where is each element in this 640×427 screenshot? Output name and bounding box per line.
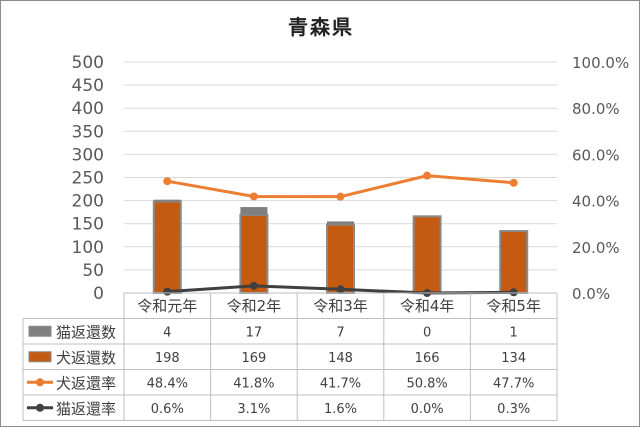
table-cell-value: 0 <box>423 325 431 340</box>
bar-cat-returns <box>240 207 268 215</box>
table-cell-value: 1.6% <box>324 402 357 417</box>
table-cell-value: 148 <box>328 351 353 366</box>
point-dog-rate <box>336 192 345 201</box>
chart-title: 青森県 <box>288 15 354 39</box>
table-cell-value: 47.7% <box>493 376 534 391</box>
category-label: 令和元年 <box>137 297 197 315</box>
table-cell-value: 4 <box>163 325 171 340</box>
legend-key-marker <box>36 403 44 412</box>
point-dog-rate <box>249 192 258 201</box>
gridlines <box>124 61 557 294</box>
legend-key-bar <box>28 351 52 363</box>
bar-cat-returns <box>153 199 181 202</box>
table-cell-value: 169 <box>241 351 266 366</box>
point-dog-rate <box>163 177 172 186</box>
y-axis-left: 0 50 100 150 200 250 300 350 400 450 500 <box>72 53 104 304</box>
point-cat-rate <box>163 287 172 296</box>
category-label: 令和5年 <box>486 297 541 315</box>
table-cell-value: 7 <box>336 325 344 340</box>
bar-dog-returns <box>412 215 442 294</box>
table-cell-value: 41.7% <box>320 376 361 391</box>
bar-dog-returns <box>152 200 182 294</box>
bar-dog-returns <box>499 230 529 294</box>
table-cell-value: 3.1% <box>237 402 270 417</box>
y-left-tick-label: 450 <box>72 76 104 96</box>
bar-cat-returns <box>327 221 354 225</box>
table-cell-value: 1 <box>510 325 518 340</box>
legend-key-marker <box>36 378 44 387</box>
table-cell-value: 0.3% <box>497 402 530 417</box>
point-cat-rate <box>336 285 345 294</box>
table-cell-value: 166 <box>415 351 440 366</box>
y-left-tick-label: 0 <box>93 284 104 304</box>
point-cat-rate <box>249 281 258 290</box>
y-right-tick-label: 60.0% <box>572 146 620 164</box>
table-cell-value: 50.8% <box>406 376 447 391</box>
y-right-tick-label: 80.0% <box>572 100 620 118</box>
category-label: 令和4年 <box>400 297 455 315</box>
bar-dog-returns <box>239 213 269 294</box>
point-dog-rate <box>423 171 432 180</box>
table-cell-value: 198 <box>155 351 180 366</box>
y-left-tick-label: 200 <box>72 192 104 212</box>
y-right-tick-label: 40.0% <box>572 193 620 211</box>
series-name: 犬返還数 <box>56 349 116 367</box>
y-left-tick-label: 100 <box>72 238 104 258</box>
series-name: 犬返還率 <box>56 374 116 392</box>
table-cell-value: 48.4% <box>147 376 188 391</box>
y-left-tick-label: 250 <box>72 169 104 189</box>
series-name: 猫返還率 <box>56 400 116 418</box>
table-cell-value: 134 <box>501 351 526 366</box>
point-dog-rate <box>509 178 518 187</box>
y-axis-right: 0.0% 20.0% 40.0% 60.0% 80.0% 100.0% <box>572 54 629 303</box>
legend-key-bar <box>28 325 52 337</box>
category-label: 令和3年 <box>313 297 368 315</box>
category-label: 令和2年 <box>227 297 282 315</box>
y-left-tick-label: 150 <box>72 215 104 235</box>
table-cell-value: 41.8% <box>233 376 274 391</box>
y-left-tick-label: 400 <box>72 99 104 119</box>
table-cell-value: 0.0% <box>411 402 444 417</box>
y-right-tick-label: 100.0% <box>572 54 629 72</box>
y-left-tick-label: 350 <box>72 122 104 142</box>
y-left-tick-label: 300 <box>72 145 104 165</box>
y-right-tick-label: 20.0% <box>572 239 620 257</box>
bar-dog-returns <box>326 223 355 294</box>
series-name: 猫返還数 <box>56 323 116 341</box>
point-cat-rate <box>509 288 518 297</box>
y-right-tick-label: 0.0% <box>572 285 610 303</box>
table-cell-value: 0.6% <box>151 402 184 417</box>
y-left-tick-label: 500 <box>72 53 104 73</box>
y-left-tick-label: 50 <box>82 261 104 281</box>
bar-series <box>152 199 529 294</box>
table-cell-value: 17 <box>246 325 263 340</box>
